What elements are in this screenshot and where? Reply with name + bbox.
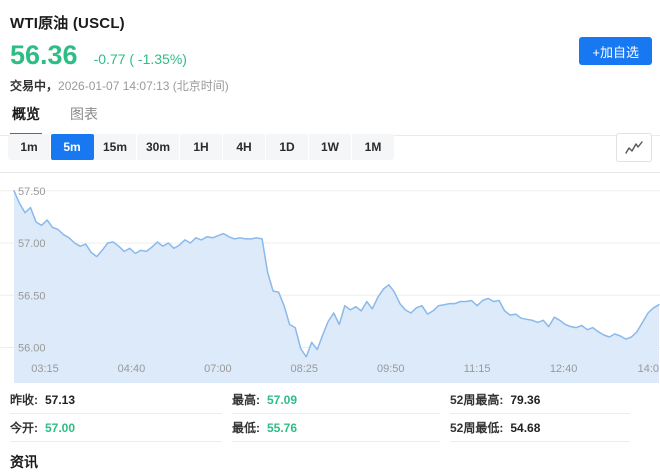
- trading-status-time: 2026-01-07 14:07:13 (北京时间): [58, 79, 229, 93]
- timeframe-4h[interactable]: 4H: [223, 134, 266, 160]
- trading-status: 交易中，2026-01-07 14:07:13 (北京时间): [10, 77, 229, 94]
- stat-value: 57.13: [45, 392, 76, 407]
- svg-text:04:40: 04:40: [118, 363, 146, 375]
- timeframe-1h[interactable]: 1H: [180, 134, 223, 160]
- svg-text:07:00: 07:00: [204, 363, 232, 375]
- price-change: -0.77 ( -1.35%): [93, 51, 187, 67]
- timeframe-1w[interactable]: 1W: [309, 134, 352, 160]
- stat-value: 79.36: [510, 392, 541, 407]
- stat-52w-low: 52周最低: 54.68: [450, 414, 630, 442]
- svg-text:57.50: 57.50: [18, 186, 46, 198]
- chart-style-toggle[interactable]: [616, 133, 652, 162]
- price-chart-area[interactable]: 57.50 57.00 56.50 56.00 03:15 04:40 07:00 08:25…: [0, 172, 660, 383]
- svg-text:12:40: 12:40: [550, 363, 578, 375]
- tab-overview[interactable]: 概览: [10, 98, 42, 136]
- stat-value: 57.00: [45, 420, 76, 435]
- line-chart-icon: [625, 140, 643, 154]
- svg-text:56.50: 56.50: [18, 290, 46, 302]
- svg-text:56.00: 56.00: [18, 342, 46, 354]
- last-price: 56.36: [10, 40, 78, 70]
- stat-low: 最低: 55.76: [232, 414, 440, 442]
- svg-text:14:0: 14:0: [638, 363, 659, 375]
- stat-value: 55.76: [267, 420, 298, 435]
- stat-prev-close: 昨收: 57.13: [10, 386, 222, 414]
- stat-value: 57.09: [267, 392, 298, 407]
- timeframe-15m[interactable]: 15m: [94, 134, 137, 160]
- instrument-header: WTI原油 (USCL) 56.36 -0.77 ( -1.35%) 交易中，2…: [10, 12, 229, 94]
- svg-text:09:50: 09:50: [377, 363, 405, 375]
- instrument-title: WTI原油 (USCL): [10, 15, 125, 32]
- timeframe-30m[interactable]: 30m: [137, 134, 180, 160]
- timeframe-5m[interactable]: 5m: [51, 134, 94, 160]
- svg-text:57.00: 57.00: [18, 238, 46, 250]
- stat-value: 54.68: [510, 420, 541, 435]
- svg-text:03:15: 03:15: [31, 363, 59, 375]
- news-section-title: 资讯: [10, 454, 38, 470]
- add-watchlist-button[interactable]: +加自选: [579, 37, 652, 65]
- trading-status-label: 交易中，: [10, 79, 59, 93]
- stat-52w-high: 52周最高: 79.36: [450, 386, 630, 414]
- svg-text:08:25: 08:25: [291, 363, 319, 375]
- timeframe-1d[interactable]: 1D: [266, 134, 309, 160]
- stat-high: 最高: 57.09: [232, 386, 440, 414]
- timeframe-1m[interactable]: 1m: [8, 134, 51, 160]
- price-chart-svg: 57.50 57.00 56.50 56.00 03:15 04:40 07:00 08:25…: [0, 172, 660, 383]
- price-row: 56.36 -0.77 ( -1.35%): [10, 42, 229, 69]
- overview-tabbar: 概览 图表: [0, 98, 660, 136]
- tab-chart[interactable]: 图表: [70, 106, 98, 122]
- timeframe-selector: 1m 5m 15m 30m 1H 4H 1D 1W 1M: [8, 134, 394, 160]
- timeframe-1m-month[interactable]: 1M: [364, 140, 382, 154]
- quote-stats: 昨收: 57.13 最高: 57.09 52周最高: 79.36 今开: 57.…: [10, 386, 630, 442]
- svg-text:11:15: 11:15: [464, 363, 491, 375]
- stat-open: 今开: 57.00: [10, 414, 222, 442]
